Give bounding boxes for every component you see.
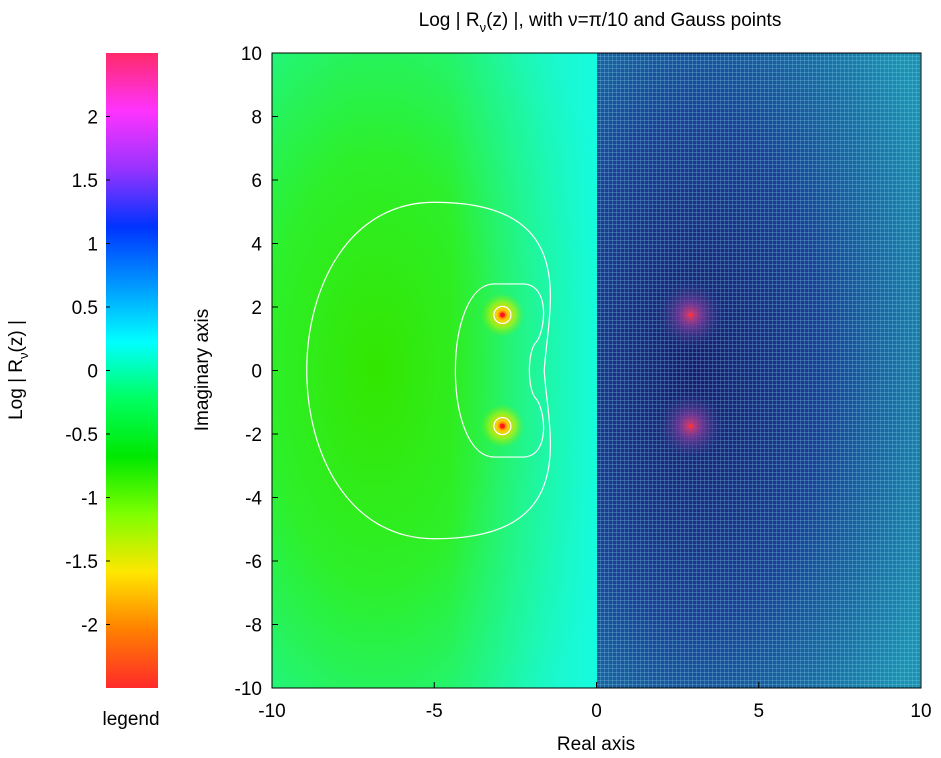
- colorbar-tick-label: 2: [87, 108, 98, 129]
- y-tick-label: -8: [245, 616, 262, 637]
- colorbar-label: Log | Rν(z) |: [6, 320, 31, 420]
- heatmap-grid-lines: [597, 53, 921, 688]
- pole-contour: [493, 305, 512, 325]
- x-tick-label: 10: [910, 701, 931, 722]
- y-tick-label: 10: [241, 44, 262, 65]
- x-tick-label: 0: [591, 701, 602, 722]
- y-axis-label: Imaginary axis: [192, 309, 213, 432]
- colorbar: -2 -1.5 -1 -0.5 0 0.5 1 1.5 2 Log | Rν(z) | lege…: [6, 53, 160, 730]
- plot-area: -10 -5 0 5 10 -10 -8 -6 -4 -2 0 2 4 6 8 10 Real axis Im…: [192, 44, 932, 755]
- colorbar-footer: legend: [102, 709, 159, 730]
- outer-contour: [306, 201, 551, 540]
- y-tick-label: -2: [245, 425, 262, 446]
- colorbar-tick-label: 0.5: [72, 298, 98, 319]
- colorbar-tick-label: -2: [81, 616, 98, 637]
- colorbar-tick-label: -1: [81, 489, 98, 510]
- colorbar-tick-label: -1.5: [65, 552, 98, 573]
- pole-point: [499, 423, 505, 429]
- colorbar-tick-label: 1.5: [72, 171, 98, 192]
- x-tick-label: -5: [426, 701, 443, 722]
- x-tick-label: -10: [258, 701, 285, 722]
- y-tick-label: -4: [245, 489, 262, 510]
- pole-point: [499, 312, 505, 318]
- x-tick-label: 5: [753, 701, 764, 722]
- x-axis-label: Real axis: [557, 734, 635, 755]
- colorbar-strip: [106, 53, 158, 688]
- colorbar-tick-label: 1: [87, 235, 98, 256]
- y-tick-label: -10: [235, 679, 262, 700]
- chart-title: Log | Rν(z) |, with ν=π/10 and Gauss poi…: [419, 10, 782, 35]
- y-tick-label: 8: [251, 108, 262, 129]
- y-tick-label: 0: [251, 362, 262, 383]
- inner-contour: [454, 283, 545, 458]
- colorbar-tick-label: 0: [87, 362, 98, 383]
- y-tick-label: 6: [251, 171, 262, 192]
- y-tick-label: 4: [251, 235, 262, 256]
- mirrored-point: [688, 312, 693, 317]
- y-tick-label: 2: [251, 298, 262, 319]
- heatmap-left-fade: [272, 53, 597, 688]
- colorbar-tick-label: -0.5: [65, 425, 98, 446]
- y-tick-label: -6: [245, 552, 262, 573]
- pole-contour: [493, 416, 512, 436]
- mirrored-point: [688, 424, 693, 429]
